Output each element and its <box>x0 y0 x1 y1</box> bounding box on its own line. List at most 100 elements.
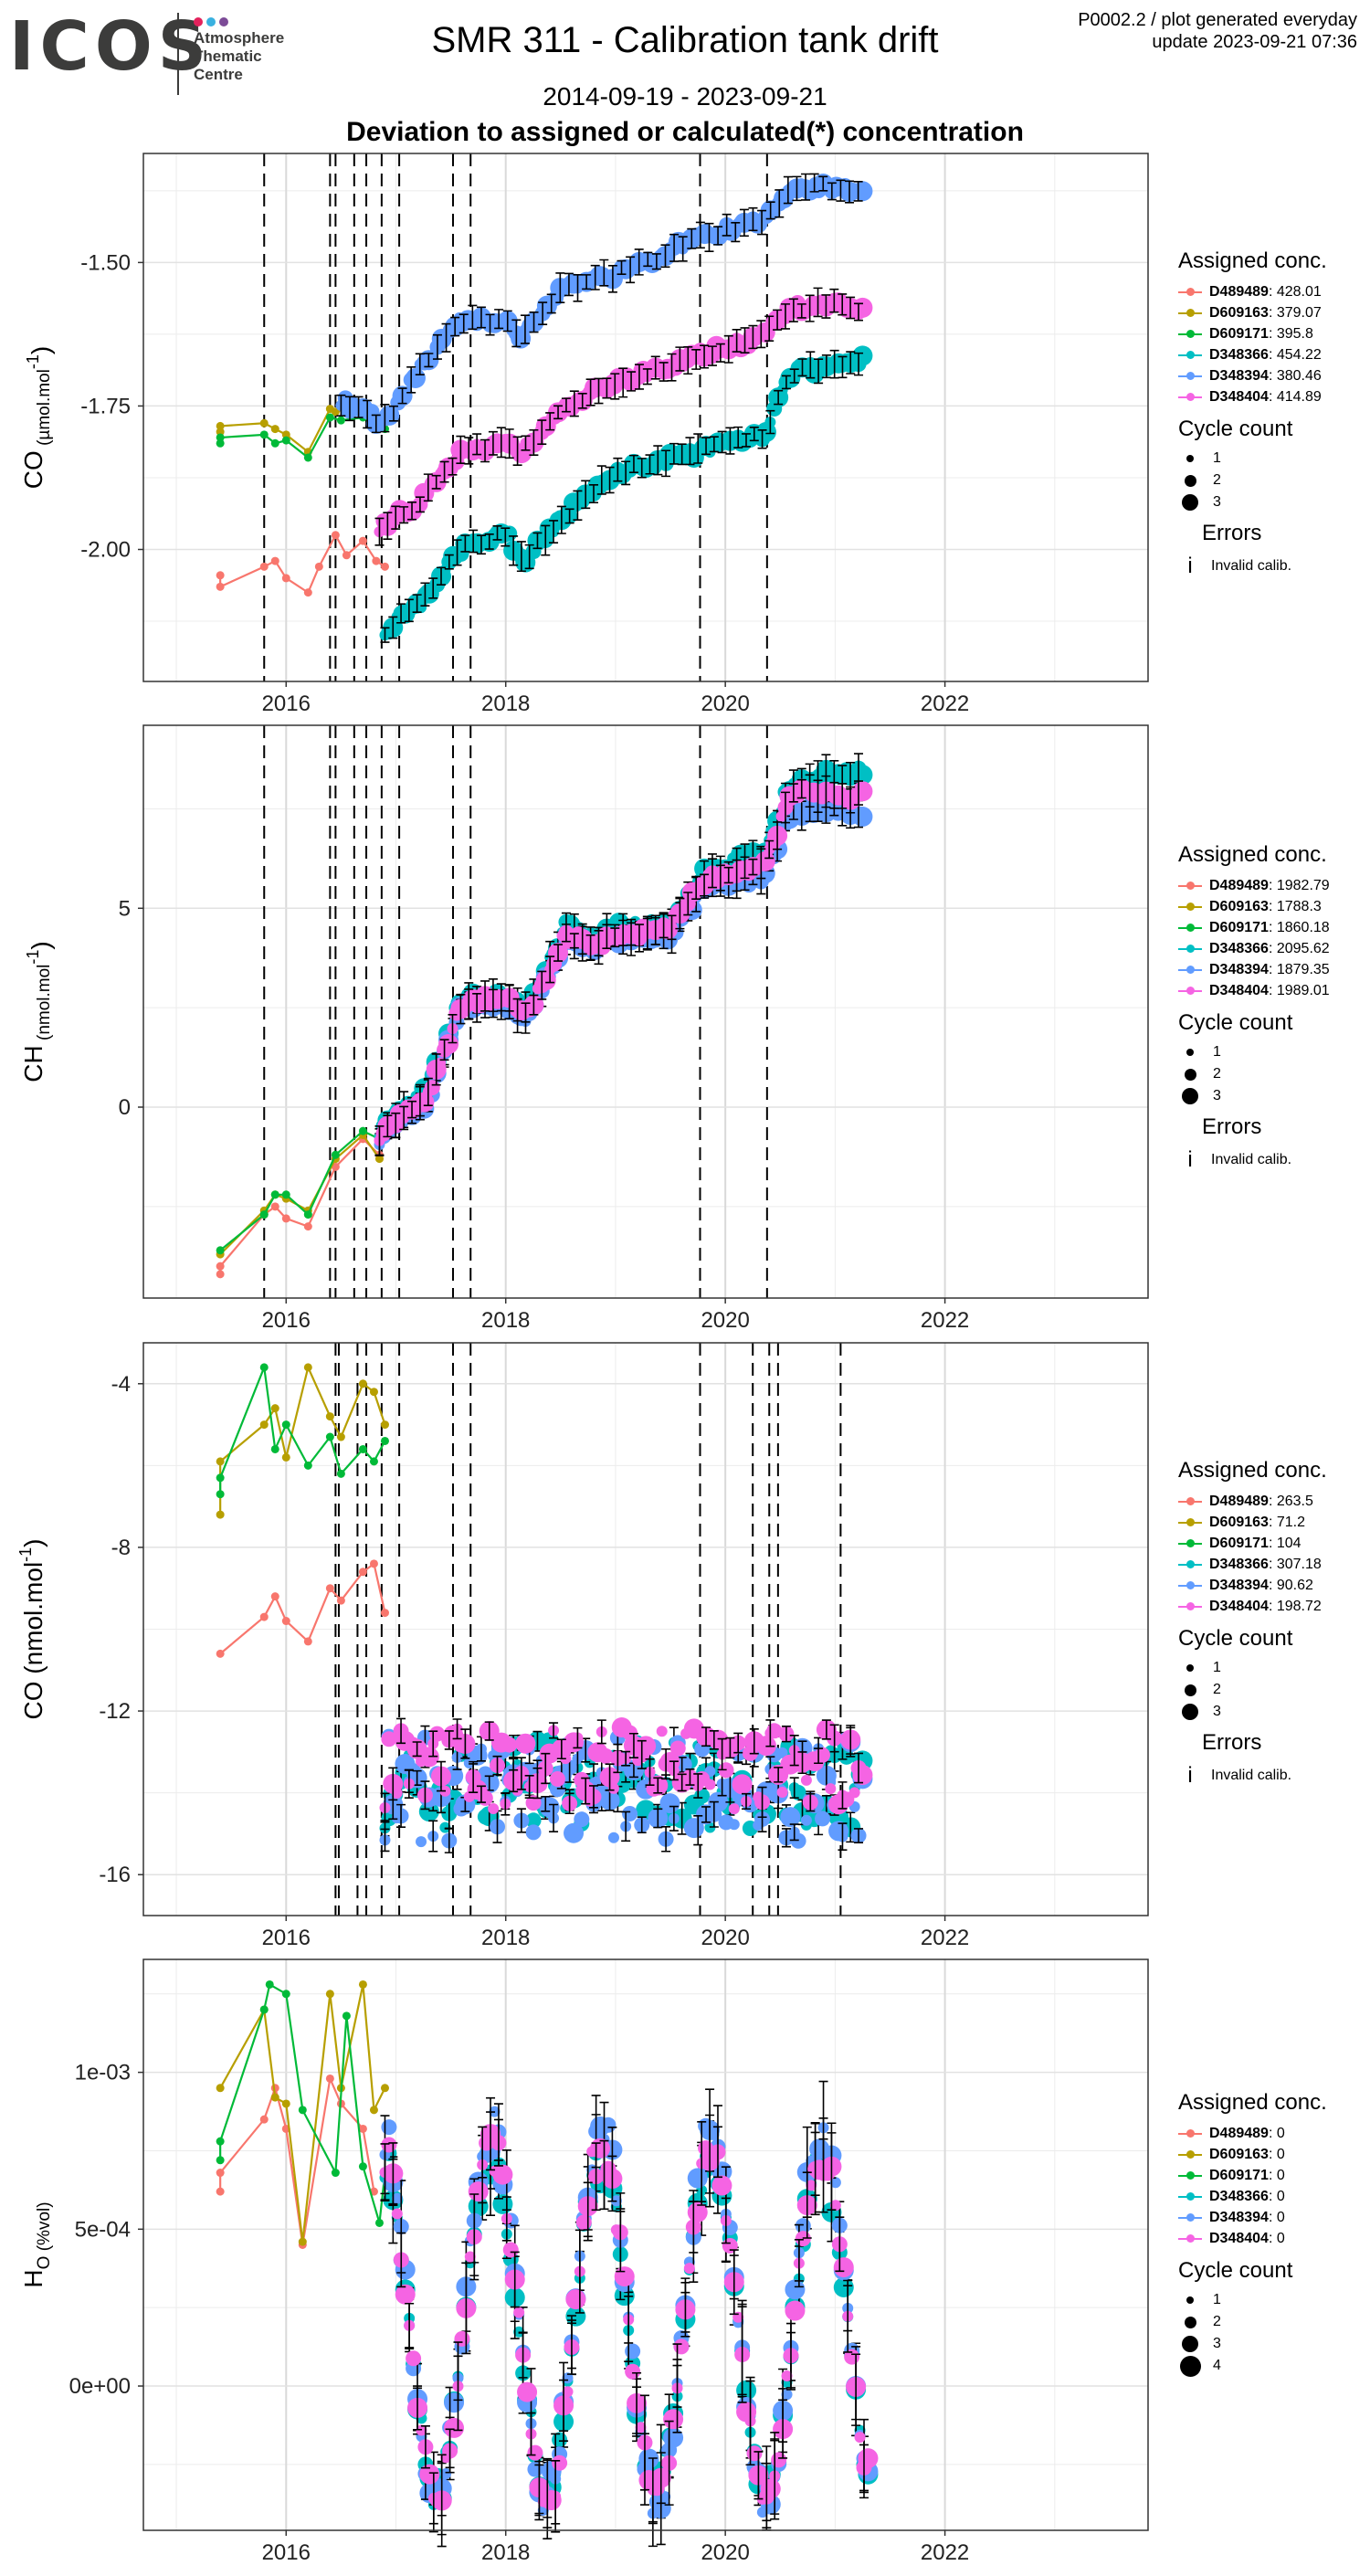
error-bar-D348404 <box>781 1725 791 1743</box>
point-D348404 <box>852 297 873 318</box>
error-bar-D348404 <box>461 2262 471 2355</box>
error-bar-D348404 <box>829 1724 839 1753</box>
error-bar-D348404 <box>488 430 498 456</box>
error-bar-D348394 <box>388 405 398 422</box>
error-bar-D348404 <box>813 287 823 318</box>
error-bar-D348404 <box>420 2425 430 2469</box>
error-bar-D348404 <box>677 1773 687 1792</box>
point-D609171 <box>281 436 290 445</box>
legend-item: D609171: 104 <box>1178 1533 1365 1554</box>
error-bar-D348394 <box>363 399 373 429</box>
point-D609171 <box>216 1490 225 1499</box>
error-bar-D348394 <box>775 189 785 218</box>
point-D489489 <box>216 1649 225 1658</box>
error-bar-D348394 <box>838 1822 848 1851</box>
x-tick-label: 2018 <box>481 692 530 716</box>
error-bar-D348404 <box>493 2118 503 2167</box>
error-bar-D348394 <box>827 182 837 201</box>
legend-item: D348404: 198.72 <box>1178 1596 1365 1617</box>
panel-ch4: 2016 2018 2020 2022 0 5 CH (nmol.mol-1) <box>19 724 1149 1333</box>
x-tick-label: 2020 <box>701 692 749 716</box>
cycle-count-item: 3 <box>1178 2333 1365 2355</box>
error-bar-D348404 <box>413 2385 423 2431</box>
point-D348394 <box>416 1836 427 1848</box>
cycle-count-item: 3 <box>1178 1701 1365 1723</box>
error-bar-D348404 <box>757 1786 767 1819</box>
error-bar-D348404 <box>594 929 604 957</box>
series-line-D609163 <box>219 1364 386 1515</box>
error-bar-D348404 <box>464 988 474 1020</box>
legend-swatch <box>1178 388 1202 406</box>
error-bar-D348404 <box>431 1053 441 1086</box>
error-bar-D348366 <box>637 458 647 479</box>
error-bar-D348394 <box>661 1826 671 1853</box>
cycle-count-dot-icon <box>1178 1088 1202 1104</box>
errors-label: Invalid calib. <box>1211 1768 1292 1783</box>
point-D348366 <box>852 765 873 786</box>
point-D609163 <box>270 1404 279 1413</box>
legend-tank-id: D348366 <box>1209 1556 1269 1572</box>
legend-item: D489489: 428.01 <box>1178 281 1365 302</box>
error-bar-D348366 <box>789 368 799 384</box>
error-bar-D348394 <box>511 319 522 348</box>
error-bar-D348404 <box>764 839 775 860</box>
point-D348394 <box>790 1832 806 1849</box>
point-D489489 <box>259 562 269 571</box>
error-bar-D348394 <box>801 173 811 201</box>
error-bar-D348404 <box>788 783 798 803</box>
error-bar-D348404 <box>675 346 685 372</box>
error-bar-D348404 <box>407 501 417 521</box>
point-D489489 <box>336 1596 345 1605</box>
plot-id: P0002.2 / plot generated everyday <box>1078 10 1357 30</box>
error-bar-D348404 <box>512 436 522 466</box>
legend-tank-id: D348366 <box>1209 2188 1269 2204</box>
error-bar-D348404 <box>796 303 806 319</box>
cycle-count-item: 1 <box>1178 2289 1365 2311</box>
point-D348404 <box>732 1774 753 1795</box>
legend-tank-value: : 0 <box>1268 2209 1285 2225</box>
panel-h2o: 2016 2018 2020 2022 0e+00 5e-04 1e-03 HO (%vol) <box>19 1958 1149 2565</box>
error-bar-D348404 <box>650 914 660 945</box>
error-bar-D348404 <box>764 315 775 342</box>
legend-item: D609171: 0 <box>1178 2165 1365 2186</box>
cycle-count-dot-icon <box>1178 1068 1202 1081</box>
error-bar-D348404 <box>700 344 710 369</box>
point-D348404 <box>659 2474 671 2486</box>
error-bar-D348404 <box>661 1747 671 1780</box>
error-bar-D348404 <box>618 913 628 946</box>
error-bar-D348404 <box>645 1758 655 1786</box>
point-D609171 <box>281 1190 290 1199</box>
x-tick-label: 2020 <box>701 1308 749 1333</box>
point-D348404 <box>746 2445 763 2462</box>
error-bar-D348404 <box>610 373 620 400</box>
cycle-count-dot-icon <box>1178 1684 1202 1696</box>
point-D348394 <box>381 2119 397 2136</box>
point-D609171 <box>259 1210 269 1219</box>
point-D609171 <box>281 1420 290 1430</box>
error-bar-D348404 <box>405 2302 415 2349</box>
error-bar-D348394 <box>397 387 407 405</box>
error-bar-D348366 <box>452 539 462 566</box>
error-bar-D348404 <box>707 858 717 889</box>
x-tick-label: 2022 <box>921 1926 969 1950</box>
error-bar-D348404 <box>821 775 831 808</box>
y-tick-label: -1.50 <box>80 250 131 275</box>
error-bar-D348366 <box>437 566 447 586</box>
error-bar-D348404 <box>813 779 823 814</box>
error-bar-D348404 <box>667 353 677 382</box>
error-bar-D348404 <box>829 781 839 809</box>
error-bar-D348394 <box>582 274 592 290</box>
error-bar-D348394 <box>713 226 723 246</box>
point-D348394 <box>663 2427 684 2448</box>
error-bar-D348404 <box>749 1728 759 1755</box>
point-D348394 <box>391 2192 403 2204</box>
legend-title: Assigned conc. <box>1178 1458 1327 1483</box>
error-bar-D348394 <box>450 316 460 337</box>
error-bar-D348404 <box>794 2239 804 2288</box>
error-bar-D348366 <box>501 527 511 547</box>
error-bar-D348366 <box>412 594 422 613</box>
point-D609171 <box>270 1190 279 1199</box>
error-bar-D348404 <box>740 856 750 880</box>
point-D348404 <box>464 2251 476 2263</box>
error-bar-D348404 <box>712 2126 722 2179</box>
